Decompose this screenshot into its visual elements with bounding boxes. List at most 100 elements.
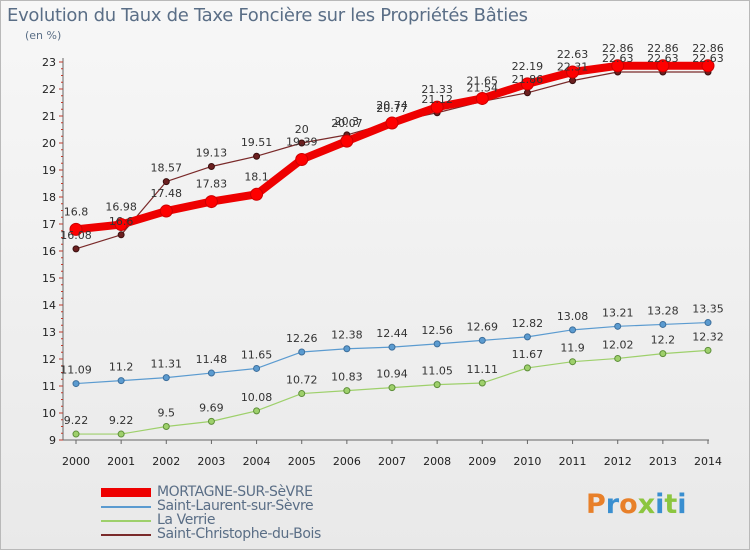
data-label: 22.63 xyxy=(647,52,679,65)
x-tick-label: 2013 xyxy=(649,455,677,468)
data-point xyxy=(704,319,712,327)
data-label: 18.57 xyxy=(151,162,183,175)
data-label: 16.8 xyxy=(64,205,89,218)
axes: 9 10 11 12 13 14 15 16 17 18 19 20 21 22 23 2000 2001 200… xyxy=(42,56,722,468)
x-tick-label: 2011 xyxy=(559,455,587,468)
y-tick-label: 12 xyxy=(42,353,56,366)
data-label: 11.48 xyxy=(196,353,228,366)
data-label: 12.2 xyxy=(651,334,676,347)
series-lines xyxy=(69,59,715,438)
data-point xyxy=(388,384,396,392)
logo-letter: r xyxy=(605,489,620,520)
data-point xyxy=(659,350,667,358)
data-label: 21.86 xyxy=(512,73,544,86)
y-tick-label: 23 xyxy=(42,56,56,69)
x-tick-label: 2008 xyxy=(423,455,451,468)
data-label: 16.6 xyxy=(109,215,134,228)
data-label: 10.08 xyxy=(241,391,273,404)
data-label: 20.07 xyxy=(331,117,363,130)
data-label: 22.86 xyxy=(647,42,679,55)
data-label: 12.38 xyxy=(331,329,363,342)
data-point xyxy=(520,77,534,91)
data-label: 19.13 xyxy=(196,146,228,159)
x-tick-label: 2012 xyxy=(604,455,632,468)
data-label: 11.31 xyxy=(151,358,183,371)
data-point xyxy=(569,77,577,85)
chart-unit-label: (en %) xyxy=(25,29,62,42)
data-label: 11.67 xyxy=(512,348,544,361)
data-label: 16.98 xyxy=(105,201,137,214)
legend-label: MORTAGNE-SUR-SèVRE xyxy=(157,484,313,500)
data-label: 12.56 xyxy=(421,324,453,337)
data-label: 10.94 xyxy=(376,368,408,381)
legend-swatch xyxy=(101,506,151,508)
data-point xyxy=(475,91,489,105)
x-tick-label: 2006 xyxy=(333,455,361,468)
data-point xyxy=(566,65,580,79)
series-line xyxy=(72,61,712,234)
data-point xyxy=(253,364,261,372)
data-label: 22.19 xyxy=(512,60,544,73)
data-point xyxy=(340,134,354,148)
y-tick-label: 15 xyxy=(42,272,56,285)
legend-swatch xyxy=(101,534,151,536)
data-label: 22.63 xyxy=(692,52,724,65)
data-point xyxy=(72,245,80,253)
x-tick-label: 2003 xyxy=(197,455,225,468)
data-label: 21.54 xyxy=(467,81,499,94)
data-point xyxy=(253,152,261,160)
data-label: 11.65 xyxy=(241,348,273,361)
legend-item: Saint-Christophe-du-Bois xyxy=(101,526,401,542)
data-point xyxy=(704,346,712,354)
legend-swatch xyxy=(101,520,151,522)
x-tick-label: 2001 xyxy=(107,455,135,468)
logo-letter: P xyxy=(586,489,606,520)
data-point xyxy=(295,152,309,166)
data-point xyxy=(204,195,218,209)
data-point xyxy=(114,218,128,232)
x-tick-label: 2014 xyxy=(694,455,722,468)
data-label: 21.33 xyxy=(421,83,453,96)
data-label: 20 xyxy=(295,123,309,136)
data-point xyxy=(430,100,444,114)
y-tick-label: 18 xyxy=(42,191,56,204)
data-point xyxy=(162,178,170,186)
chart-title: Evolution du Taux de Taxe Foncière sur l… xyxy=(7,5,528,26)
data-label: 13.08 xyxy=(557,310,589,323)
data-labels: 16.8 16.98 17.48 17.83 18.1 19.39 20.07 20.74 21… xyxy=(60,42,724,427)
data-label: 22.31 xyxy=(557,61,589,74)
data-point xyxy=(656,59,670,73)
y-tick-label: 17 xyxy=(42,218,56,231)
legend-label: Saint-Laurent-sur-Sèvre xyxy=(157,498,314,514)
data-label: 16.08 xyxy=(60,229,92,242)
x-tick-label: 2010 xyxy=(513,455,541,468)
data-point xyxy=(433,340,441,348)
y-tick-label: 10 xyxy=(42,407,56,420)
data-point xyxy=(659,320,667,328)
data-label: 11.11 xyxy=(467,363,499,376)
data-label: 12.26 xyxy=(286,332,318,345)
data-point xyxy=(478,379,486,387)
data-label: 13.28 xyxy=(647,304,679,317)
data-point xyxy=(72,430,80,438)
data-label: 11.09 xyxy=(60,364,92,377)
logo-letter: i xyxy=(677,489,687,520)
data-label: 12.02 xyxy=(602,338,634,351)
data-label: 20.77 xyxy=(376,102,408,115)
x-tick-label: 2007 xyxy=(378,455,406,468)
legend-item: La Verrie xyxy=(101,512,401,528)
logo-letter: t xyxy=(664,489,678,520)
data-label: 10.83 xyxy=(331,371,363,384)
data-point xyxy=(569,326,577,334)
legend-label: La Verrie xyxy=(157,512,216,528)
data-point xyxy=(162,423,170,430)
data-label: 9.22 xyxy=(109,414,134,427)
y-tick-label: 20 xyxy=(42,137,56,150)
data-label: 21.65 xyxy=(467,74,499,87)
data-point xyxy=(385,116,399,130)
data-point xyxy=(611,59,625,73)
data-label: 12.69 xyxy=(467,320,499,333)
data-label: 17.48 xyxy=(151,187,183,200)
legend-item: Saint-Laurent-sur-Sèvre xyxy=(101,498,401,514)
